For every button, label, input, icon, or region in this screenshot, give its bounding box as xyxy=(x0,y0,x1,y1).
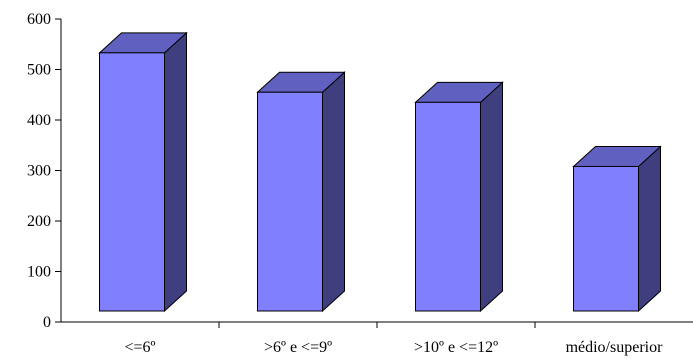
x-tick-labels: <=6º >6º e <=9º >10º e <=12º médio/superior xyxy=(124,339,663,356)
bar-front-face xyxy=(257,91,323,312)
bar xyxy=(256,71,346,313)
bar-side-face xyxy=(480,81,503,313)
y-tick-label: 300 xyxy=(27,163,51,180)
y-tick-label: 200 xyxy=(27,213,51,230)
bar-front-face xyxy=(99,52,165,312)
y-tick-label: 600 xyxy=(27,11,51,28)
x-category-label: >6º e <=9º xyxy=(264,339,332,356)
bar-side-face xyxy=(322,71,345,313)
bar xyxy=(98,31,188,313)
y-tick-label: 100 xyxy=(27,264,51,281)
y-tick-labels: 0 100 200 300 400 500 600 xyxy=(27,11,51,331)
bars xyxy=(98,31,662,313)
bar xyxy=(572,145,662,313)
bar-front-face xyxy=(573,165,639,312)
bar xyxy=(414,81,504,313)
y-tick-label: 400 xyxy=(27,112,51,129)
bar-side-face xyxy=(164,31,187,313)
x-category-label: >10º e <=12º xyxy=(414,339,498,356)
y-tick-label: 500 xyxy=(27,62,51,79)
bar-side-face xyxy=(638,145,661,313)
bar-front-face xyxy=(415,101,481,312)
x-category-label: médio/superior xyxy=(566,339,664,356)
x-category-label: <=6º xyxy=(124,339,155,356)
y-tick-label: 0 xyxy=(43,314,51,331)
axes xyxy=(55,18,693,328)
